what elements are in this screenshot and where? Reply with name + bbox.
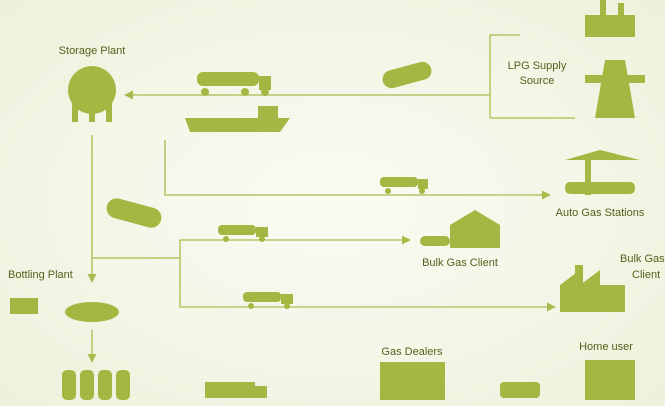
node-label: Source xyxy=(520,75,555,87)
node-label: Bulk Gas xyxy=(620,253,665,265)
node-label: Client xyxy=(632,269,660,281)
node-label: Home user xyxy=(579,341,633,353)
node-label: Gas Dealers xyxy=(381,346,443,358)
node-label: Auto Gas Stations xyxy=(556,207,645,219)
van-icon xyxy=(500,382,540,398)
node-label: Bottling Plant xyxy=(8,269,73,281)
storage-sphere-icon xyxy=(68,66,116,122)
node-label: Storage Plant xyxy=(59,45,126,57)
lpg-distribution-diagram: Storage Plant LPG Supply Source Auto Gas… xyxy=(0,0,665,406)
shop-icon xyxy=(380,362,445,400)
node-label: LPG Supply xyxy=(508,60,567,72)
apartment-icon xyxy=(585,360,635,400)
node-label: Bulk Gas Client xyxy=(422,257,498,269)
